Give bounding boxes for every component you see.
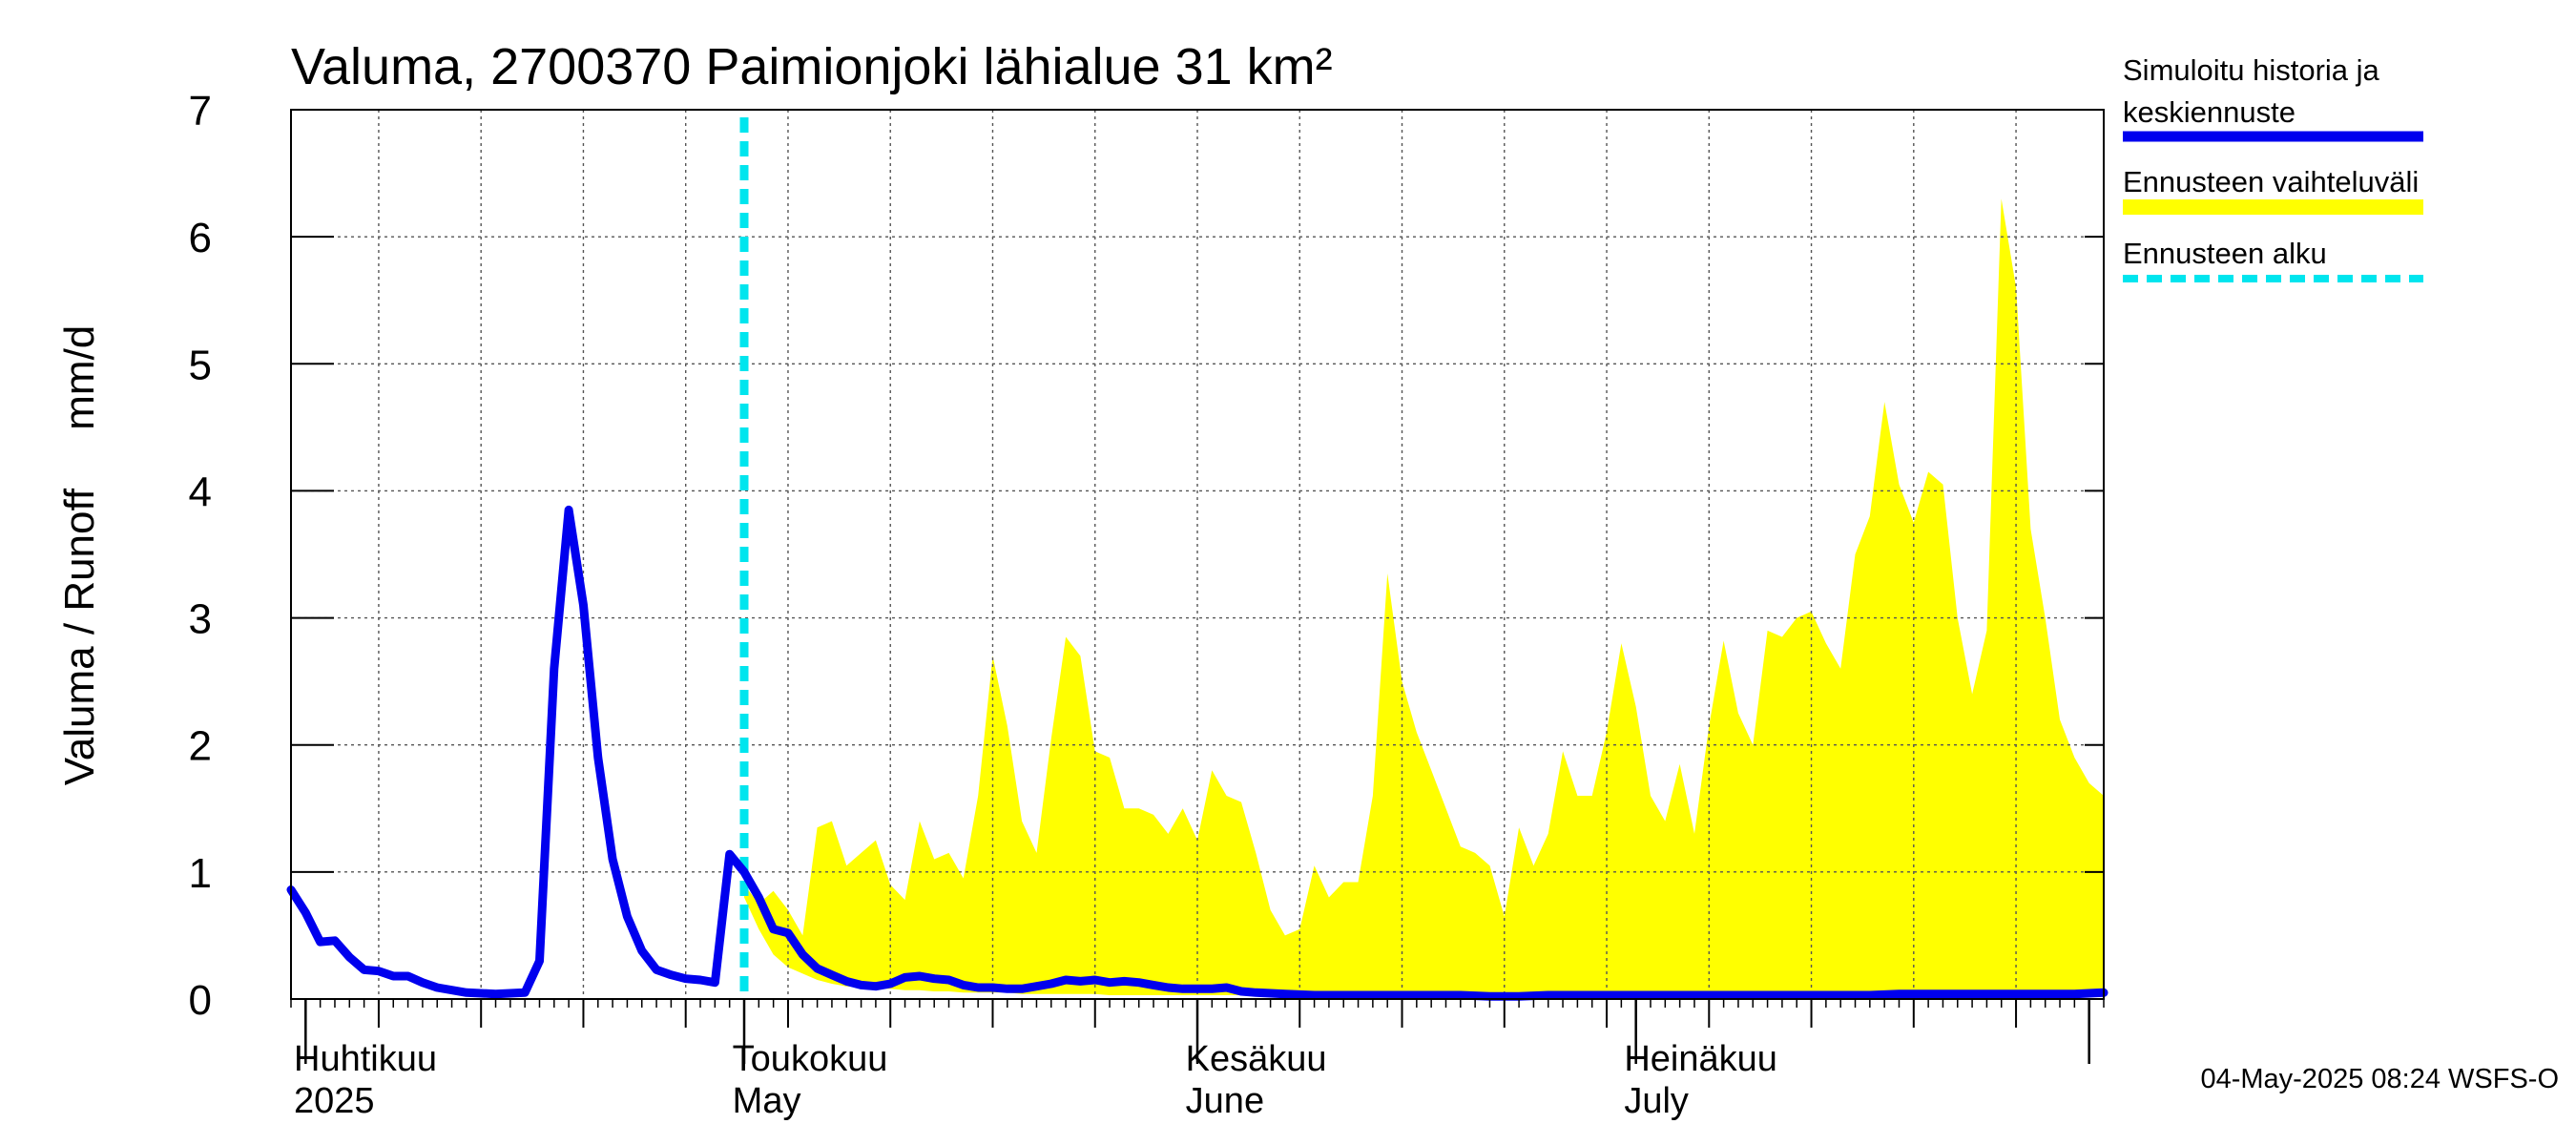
footer-timestamp: 04-May-2025 08:24 WSFS-O	[2200, 1064, 2559, 1094]
chart-title: Valuma, 2700370 Paimionjoki lähialue 31 …	[291, 38, 1333, 95]
legend-label-forecast-start: Ennusteen alku	[2123, 237, 2327, 270]
axes: 01234567Huhtikuu2025ToukokuuMayKesäkuuJu…	[189, 88, 2105, 1121]
month-sublabel-3: July	[1624, 1081, 1689, 1121]
month-label-1: Toukokuu	[733, 1039, 888, 1079]
legend-swatch-range	[2123, 199, 2423, 215]
y-tick-label-1: 1	[189, 850, 212, 897]
y-tick-label-6: 6	[189, 215, 212, 261]
y-tick-label-4: 4	[189, 468, 212, 515]
y-tick-label-3: 3	[189, 596, 212, 643]
month-sublabel-1: May	[733, 1081, 801, 1121]
legend-label-range: Ennusteen vaihteluväli	[2123, 165, 2419, 198]
forecast-range-area	[744, 198, 2104, 997]
y-tick-label-2: 2	[189, 723, 212, 770]
month-sublabel-0: 2025	[294, 1081, 375, 1121]
y-tick-label-5: 5	[189, 342, 212, 388]
runoff-series-line	[286, 505, 2109, 1001]
y-tick-label-7: 7	[189, 88, 212, 135]
legend-label-history-1: Simuloitu historia ja	[2123, 53, 2380, 87]
month-sublabel-2: June	[1186, 1081, 1264, 1121]
legend: Simuloitu historia ja keskiennuste Ennus…	[2123, 53, 2423, 282]
runoff-line	[286, 505, 2109, 1001]
y-tick-label-0: 0	[189, 977, 212, 1024]
month-label-2: Kesäkuu	[1186, 1039, 1327, 1079]
forecast-range-band	[744, 198, 2104, 997]
month-label-0: Huhtikuu	[294, 1039, 437, 1079]
legend-label-history-2: keskiennuste	[2123, 95, 2296, 129]
y-axis-label: Valuma / Runoff mm/d	[56, 325, 103, 786]
month-label-3: Heinäkuu	[1624, 1039, 1777, 1079]
